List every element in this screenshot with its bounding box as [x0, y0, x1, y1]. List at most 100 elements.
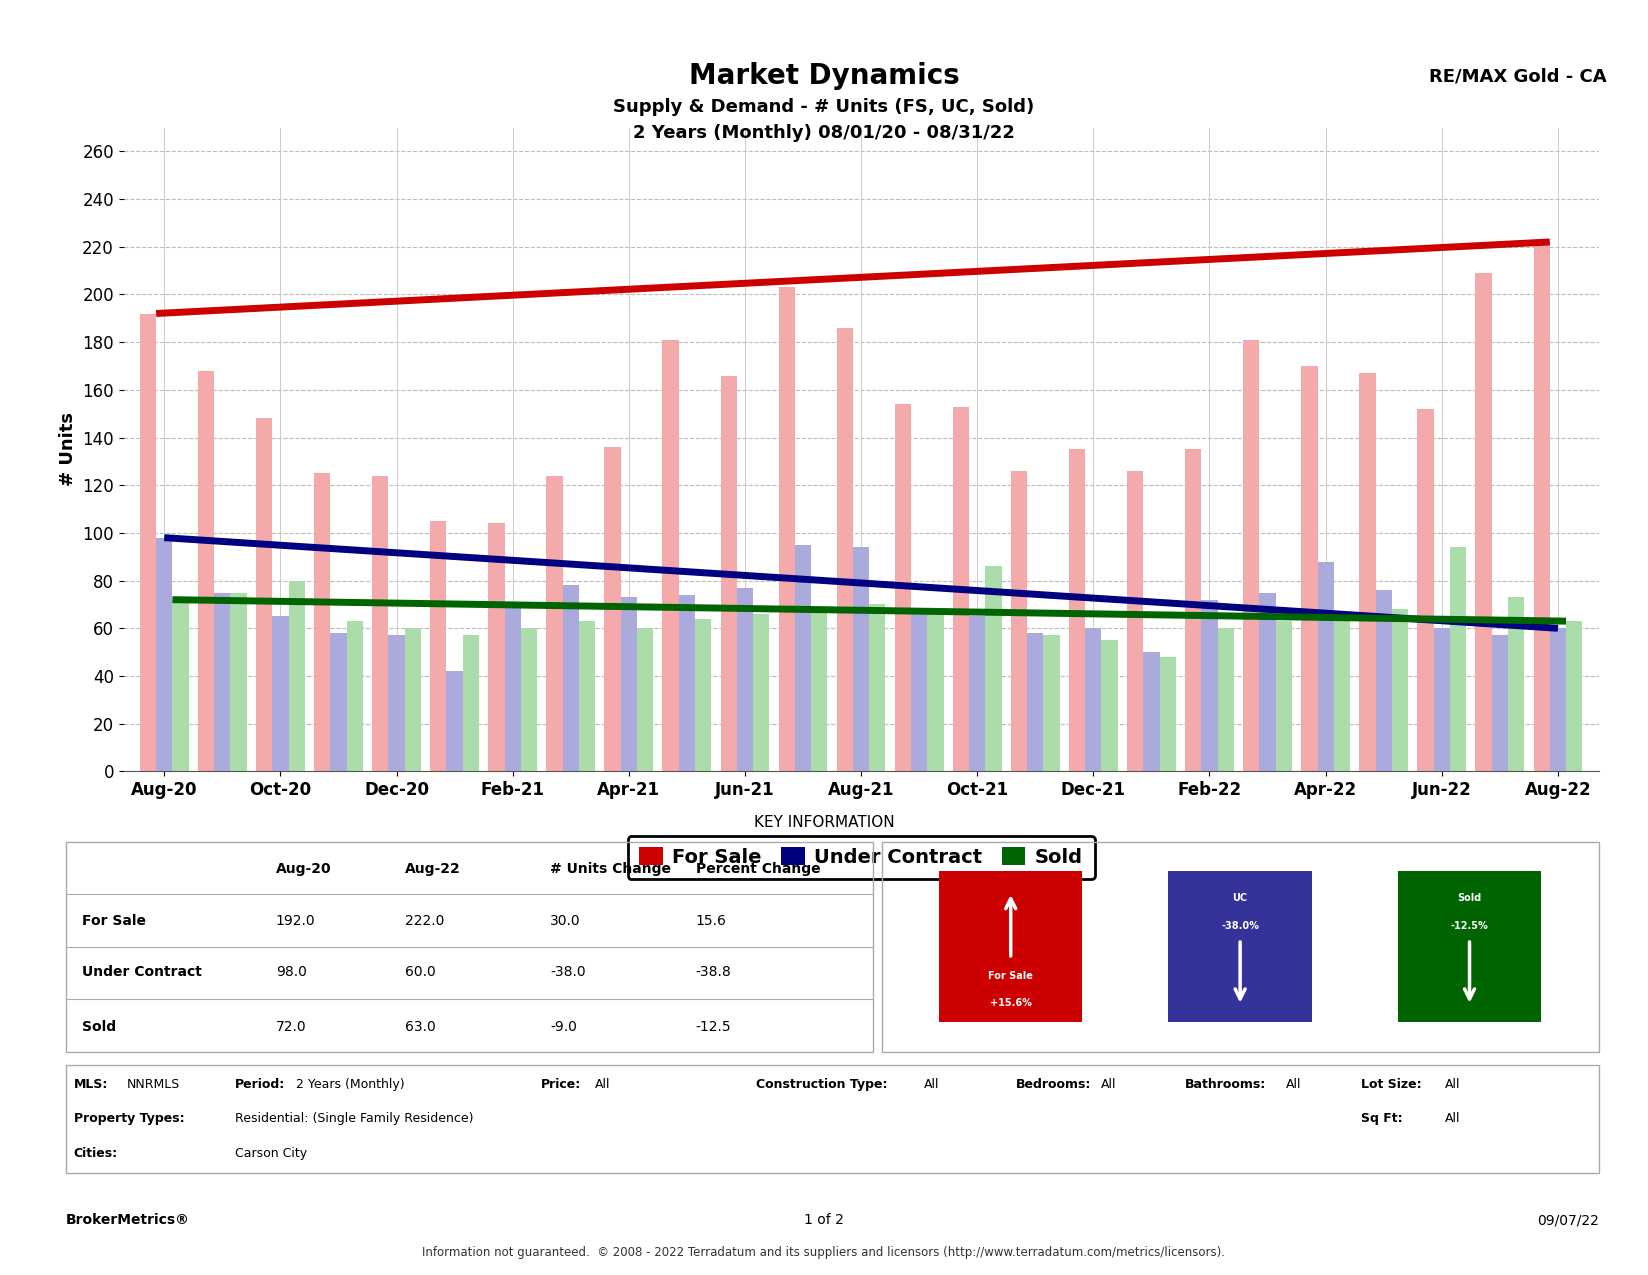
- Bar: [986, 566, 1002, 771]
- Text: Construction Type:: Construction Type:: [755, 1077, 887, 1090]
- Bar: [1043, 635, 1060, 771]
- Text: +15.6%: +15.6%: [990, 998, 1032, 1009]
- Text: Aug-20: Aug-20: [275, 862, 331, 876]
- Bar: [1101, 640, 1117, 771]
- Text: 30.0: 30.0: [550, 914, 582, 928]
- Bar: [1144, 652, 1160, 771]
- Bar: [447, 671, 463, 771]
- Text: Percent Change: Percent Change: [695, 862, 821, 876]
- Text: -9.0: -9.0: [550, 1020, 577, 1034]
- Bar: [1549, 629, 1566, 771]
- Bar: [198, 371, 214, 771]
- Text: For Sale: For Sale: [82, 914, 147, 928]
- Text: All: All: [925, 1077, 939, 1090]
- Bar: [1160, 657, 1175, 771]
- Bar: [1434, 629, 1450, 771]
- Bar: [1508, 597, 1524, 771]
- Bar: [1333, 621, 1350, 771]
- Text: Carson City: Carson City: [234, 1148, 307, 1160]
- Bar: [695, 618, 712, 771]
- Bar: [1393, 609, 1407, 771]
- Text: Property Types:: Property Types:: [74, 1112, 185, 1126]
- Bar: [1566, 621, 1582, 771]
- Y-axis label: # Units: # Units: [59, 412, 76, 487]
- Bar: [1185, 450, 1201, 771]
- Bar: [969, 616, 986, 771]
- Bar: [578, 621, 595, 771]
- Text: Cities:: Cities:: [74, 1148, 117, 1160]
- Text: Lot Size:: Lot Size:: [1361, 1077, 1422, 1090]
- Bar: [911, 609, 928, 771]
- Bar: [605, 448, 621, 771]
- Bar: [547, 476, 562, 771]
- Text: All: All: [1285, 1077, 1302, 1090]
- Bar: [463, 635, 480, 771]
- Bar: [231, 593, 247, 771]
- Text: Period:: Period:: [234, 1077, 285, 1090]
- Text: -38.0: -38.0: [550, 965, 587, 979]
- Bar: [157, 538, 173, 771]
- Text: 63.0: 63.0: [405, 1020, 435, 1034]
- Bar: [895, 404, 911, 771]
- Text: 60.0: 60.0: [405, 965, 435, 979]
- Text: UC: UC: [1233, 894, 1248, 903]
- Text: Sold: Sold: [1457, 894, 1482, 903]
- Bar: [837, 328, 854, 771]
- Bar: [636, 629, 653, 771]
- Text: Sold: Sold: [82, 1020, 117, 1034]
- Text: All: All: [1445, 1077, 1460, 1090]
- Bar: [928, 609, 944, 771]
- Bar: [1491, 635, 1508, 771]
- Text: 222.0: 222.0: [405, 914, 445, 928]
- Text: Market Dynamics: Market Dynamics: [689, 62, 959, 91]
- Text: Residential: (Single Family Residence): Residential: (Single Family Residence): [234, 1112, 473, 1126]
- Bar: [272, 616, 288, 771]
- Bar: [504, 604, 521, 771]
- Text: All: All: [1101, 1077, 1116, 1090]
- Bar: [1360, 374, 1376, 771]
- Bar: [1259, 593, 1276, 771]
- Text: Under Contract: Under Contract: [82, 965, 203, 979]
- Bar: [1070, 450, 1086, 771]
- Bar: [173, 599, 188, 771]
- Text: 15.6: 15.6: [695, 914, 727, 928]
- Text: KEY INFORMATION: KEY INFORMATION: [753, 815, 895, 830]
- Bar: [1243, 339, 1259, 771]
- Bar: [372, 476, 389, 771]
- Bar: [753, 615, 770, 771]
- Bar: [868, 604, 885, 771]
- Bar: [1417, 409, 1434, 771]
- Bar: [488, 523, 504, 771]
- Bar: [1475, 273, 1491, 771]
- Text: Price:: Price:: [541, 1077, 582, 1090]
- Bar: [1086, 629, 1101, 771]
- Bar: [737, 588, 753, 771]
- Bar: [1534, 242, 1549, 771]
- Bar: [288, 580, 305, 771]
- Bar: [315, 473, 330, 771]
- Bar: [1218, 629, 1234, 771]
- Bar: [405, 629, 420, 771]
- Text: Bathrooms:: Bathrooms:: [1185, 1077, 1266, 1090]
- Bar: [562, 585, 578, 771]
- Text: Bedrooms:: Bedrooms:: [1017, 1077, 1091, 1090]
- Bar: [1168, 871, 1312, 1023]
- Bar: [1127, 470, 1144, 771]
- Text: 1 of 2: 1 of 2: [804, 1214, 844, 1227]
- Text: BrokerMetrics®: BrokerMetrics®: [66, 1214, 190, 1227]
- Bar: [679, 595, 695, 771]
- Text: 09/07/22: 09/07/22: [1536, 1214, 1599, 1227]
- Bar: [1010, 470, 1027, 771]
- Bar: [939, 871, 1083, 1023]
- Bar: [1027, 634, 1043, 771]
- Text: Supply & Demand - # Units (FS, UC, Sold): Supply & Demand - # Units (FS, UC, Sold): [613, 98, 1035, 116]
- Text: 72.0: 72.0: [275, 1020, 307, 1034]
- Bar: [346, 621, 363, 771]
- Bar: [430, 521, 447, 771]
- Text: All: All: [1445, 1112, 1460, 1126]
- Text: Information not guaranteed.  © 2008 - 2022 Terradatum and its suppliers and lice: Information not guaranteed. © 2008 - 202…: [422, 1246, 1226, 1258]
- Bar: [1302, 366, 1317, 771]
- Bar: [811, 609, 827, 771]
- Bar: [521, 629, 537, 771]
- Bar: [1317, 561, 1333, 771]
